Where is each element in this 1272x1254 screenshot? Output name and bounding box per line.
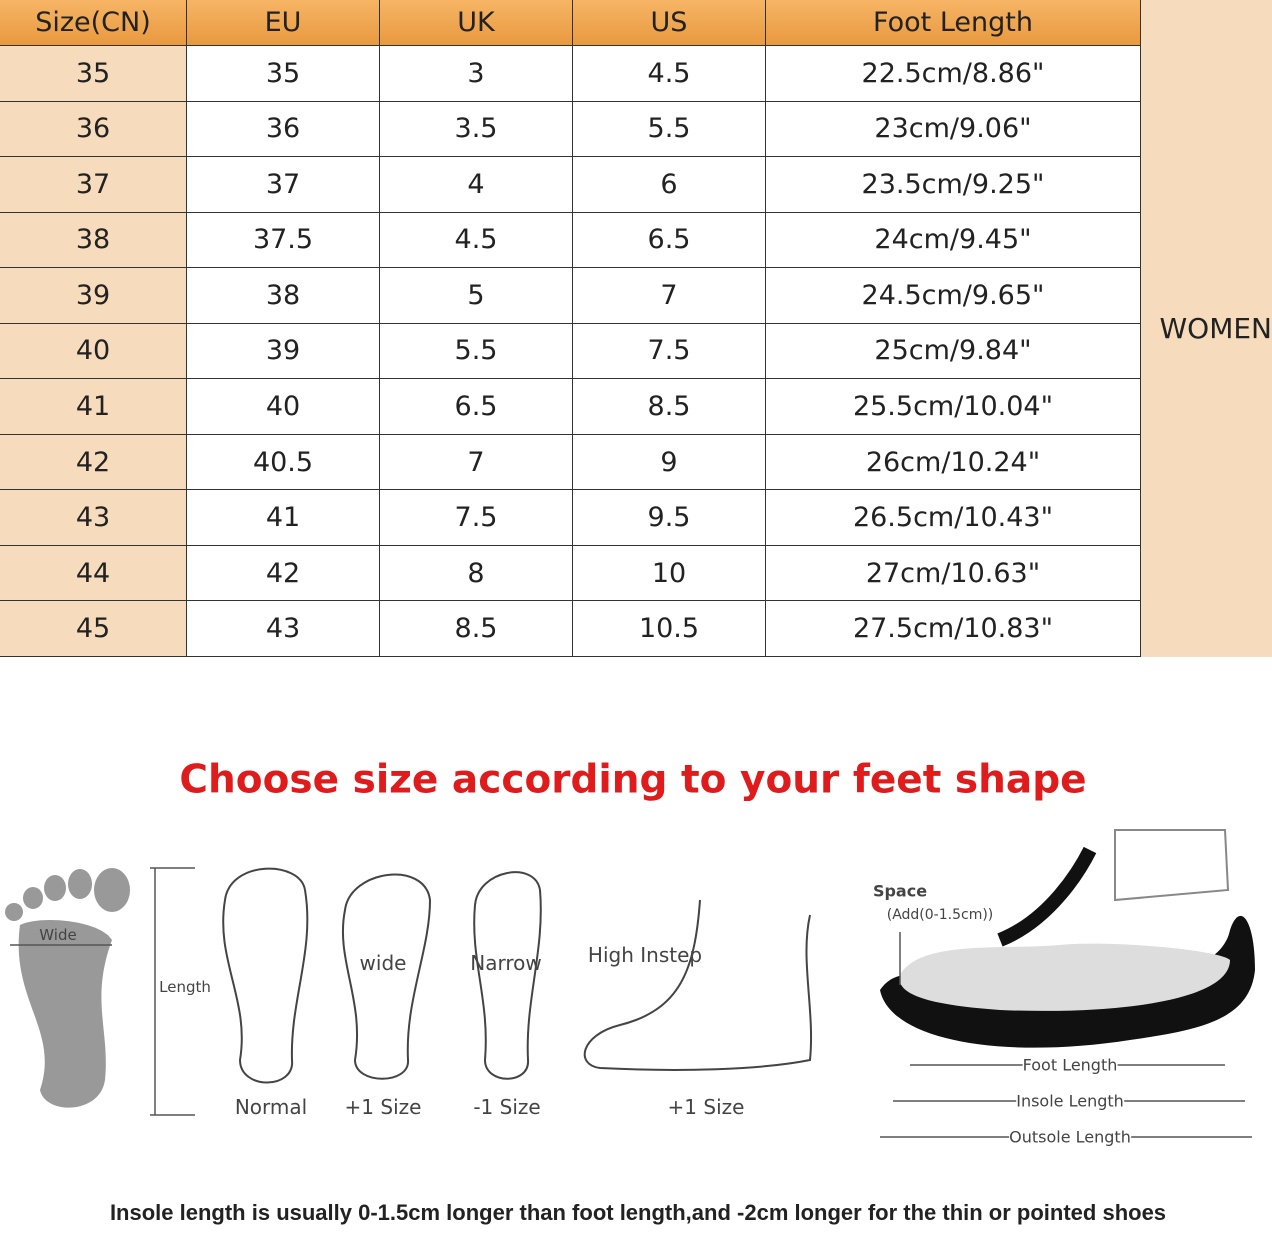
table-cell: 44	[0, 545, 187, 602]
table-cell: 7.5	[573, 323, 766, 380]
label: High Instep	[587, 943, 703, 967]
label: +1 Size	[344, 1095, 422, 1119]
table-cell: 27cm/10.63"	[766, 545, 1141, 602]
label: Insole Length	[1016, 1091, 1124, 1111]
table-cell: 43	[187, 601, 380, 657]
table-cell: 36	[187, 101, 380, 158]
table-cell: 7	[380, 434, 573, 491]
table-cell: Size(CN)	[0, 0, 187, 46]
table-cell: 45	[0, 601, 187, 657]
table-cell: 40	[0, 323, 187, 380]
table-cell: 38	[0, 212, 187, 269]
table-cell: 24cm/9.45"	[766, 212, 1141, 269]
table-cell: 5.5	[573, 101, 766, 158]
note: Insole length is usually 0-1.5cm longer …	[109, 1200, 1167, 1225]
table-cell: 9	[573, 434, 766, 491]
label: Foot Length	[1022, 1055, 1118, 1075]
table-cell: 39	[187, 323, 380, 380]
table-cell: 5.5	[380, 323, 573, 380]
table-cell: 4.5	[380, 212, 573, 269]
table-cell: 3	[380, 46, 573, 102]
table-cell: 26cm/10.24"	[766, 434, 1141, 491]
label: Normal	[234, 1095, 308, 1119]
label: Space	[872, 881, 928, 901]
table-cell: 41	[0, 379, 187, 435]
table-cell: 41	[187, 490, 380, 546]
table-cell: 42	[0, 434, 187, 491]
table-cell: 3.5	[380, 101, 573, 158]
foot-outlines	[222, 867, 813, 1084]
table-cell: 4.5	[573, 46, 766, 102]
table-cell: 7.5	[380, 490, 573, 546]
sole-print	[5, 868, 130, 1108]
table-cell: 23cm/9.06"	[766, 101, 1141, 158]
table-cell: 26.5cm/10.43"	[766, 490, 1141, 546]
table-cell: UK	[380, 0, 573, 46]
side-label: WOMEN	[1141, 0, 1272, 657]
table-cell: 6	[573, 157, 766, 213]
label: (Add(0-1.5cm))	[886, 907, 994, 923]
table-cell: 35	[187, 46, 380, 102]
label: Narrow	[470, 951, 542, 975]
table-cell: 40.5	[187, 434, 380, 491]
label: +1 Size	[667, 1095, 745, 1119]
table-cell: 37	[187, 157, 380, 213]
table-cell: 5	[380, 268, 573, 324]
table-cell: 36	[0, 101, 187, 158]
table-cell: 10.5	[573, 601, 766, 657]
table-cell: Foot Length	[766, 0, 1141, 46]
table-cell: 37.5	[187, 212, 380, 269]
table-cell: 8.5	[380, 601, 573, 657]
table-cell: 39	[0, 268, 187, 324]
table-cell: 8.5	[573, 379, 766, 435]
table-cell: 24.5cm/9.65"	[766, 268, 1141, 324]
table-cell: 25.5cm/10.04"	[766, 379, 1141, 435]
table-cell: 6.5	[380, 379, 573, 435]
shoe	[880, 829, 1255, 1048]
table-cell: 23.5cm/9.25"	[766, 157, 1141, 213]
guide-title: Choose size according to your feet shape	[179, 757, 1087, 803]
table-cell: 10	[573, 545, 766, 602]
table-cell: 38	[187, 268, 380, 324]
table-cell: 22.5cm/8.86"	[766, 46, 1141, 102]
table-cell: 7	[573, 268, 766, 324]
table-cell: 43	[0, 490, 187, 546]
table-cell: 9.5	[573, 490, 766, 546]
table-cell: 42	[187, 545, 380, 602]
table-cell: 4	[380, 157, 573, 213]
table-cell: EU	[187, 0, 380, 46]
label: Outsole Length	[1009, 1127, 1131, 1147]
label: Wide	[39, 926, 77, 944]
table-cell: 8	[380, 545, 573, 602]
label: Length	[159, 978, 211, 996]
table-cell: 6.5	[573, 212, 766, 269]
table-cell: 35	[0, 46, 187, 102]
table-cell: 27.5cm/10.83"	[766, 601, 1141, 657]
label: -1 Size	[473, 1095, 541, 1119]
label: wide	[359, 951, 407, 975]
table-cell: 37	[0, 157, 187, 213]
table-cell: US	[573, 0, 766, 46]
measure-lines	[10, 867, 195, 1116]
table-cell: 40	[187, 379, 380, 435]
table-cell: 25cm/9.84"	[766, 323, 1141, 380]
